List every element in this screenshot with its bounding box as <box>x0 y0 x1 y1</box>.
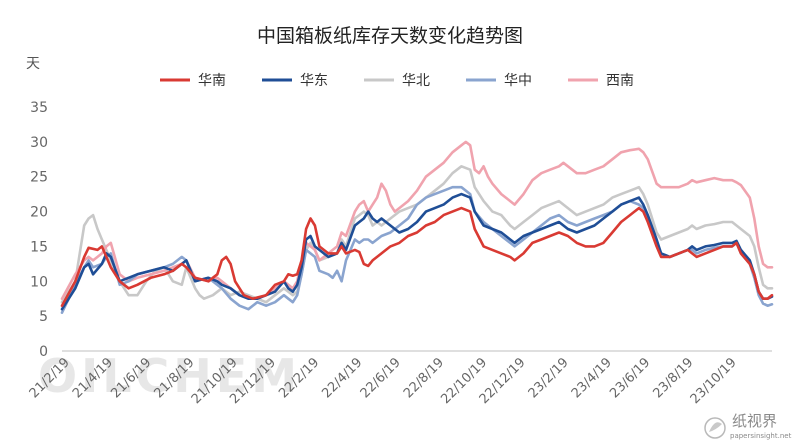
brand-name: 纸视界 <box>732 412 777 430</box>
brand-url: papersinsight.net <box>730 432 792 440</box>
series-line-huanan <box>60 206 774 307</box>
y-tick-label: 25 <box>30 170 48 186</box>
x-tick-label: 22/6/19 <box>358 355 404 401</box>
y-tick-label: 35 <box>30 100 48 116</box>
legend-label-xinan: 西南 <box>606 73 634 89</box>
watermark: OILCHEM <box>38 349 301 403</box>
x-tick-label: 23/2/19 <box>526 355 572 401</box>
y-tick-label: 20 <box>30 205 48 221</box>
brand-badge: 纸视界 papersinsight.net <box>704 412 792 440</box>
series-line-huadong <box>60 192 774 311</box>
brand-logo-icon <box>704 417 726 439</box>
y-axis-unit: 天 <box>26 56 40 72</box>
y-tick-label: 10 <box>30 274 48 290</box>
y-axis: 0 5 10 15 20 25 30 35 <box>30 100 48 360</box>
series-line-huabei <box>60 165 774 304</box>
watermark-oilchem: OILCHEM <box>38 349 301 403</box>
chart-title: 中国箱板纸库存天数变化趋势图 <box>257 25 523 47</box>
legend-label-huanan: 华南 <box>198 73 226 89</box>
plot-area <box>60 140 774 314</box>
legend-label-huadong: 华东 <box>300 73 328 89</box>
x-tick-label: 23/4/19 <box>569 355 615 401</box>
legend-label-huabei: 华北 <box>402 73 430 89</box>
legend: 华南 华东 华北 华中 西南 <box>160 73 634 89</box>
y-tick-label: 5 <box>39 309 48 325</box>
y-tick-label: 15 <box>30 239 48 255</box>
series-line-huazhong <box>60 185 774 314</box>
y-tick-label: 0 <box>39 344 48 360</box>
legend-label-huazhong: 华中 <box>504 73 532 89</box>
y-tick-label: 30 <box>30 135 48 151</box>
x-tick-label: 22/4/19 <box>319 355 365 401</box>
x-tick-label: 23/6/19 <box>607 355 653 401</box>
brand-leaf-icon <box>709 422 722 432</box>
x-tick-label: 23/10/19 <box>688 355 740 407</box>
